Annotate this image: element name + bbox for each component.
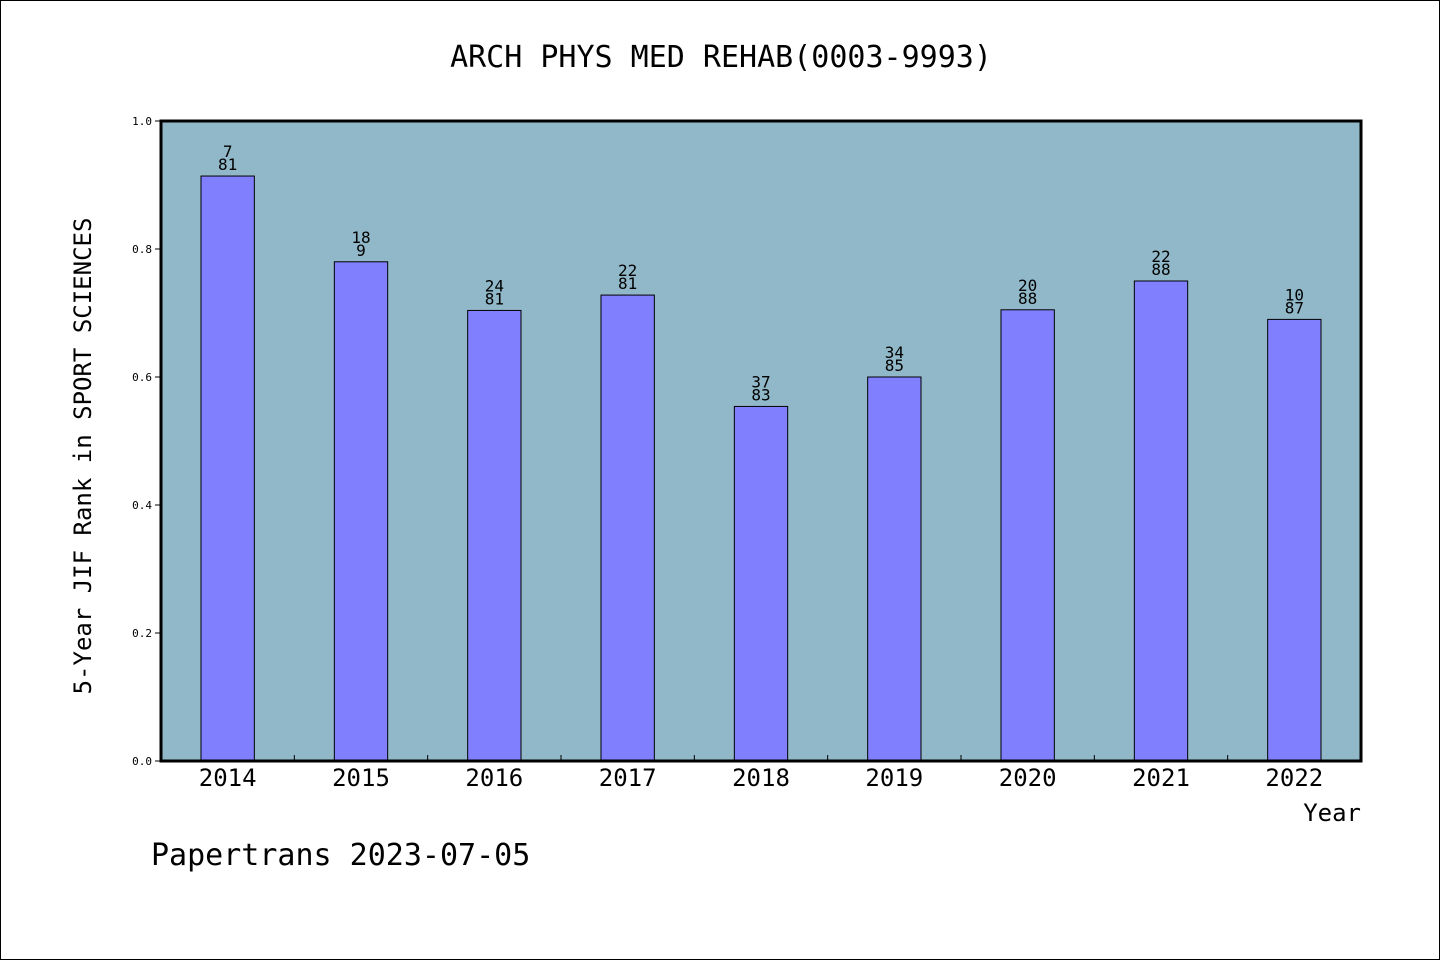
ticks-layer: 2014 2015 2016 2017 2018 2019 2020 2021 20220.00…	[132, 115, 1323, 792]
x-tick-label-2019: 2019	[865, 764, 923, 792]
data-label-rank-2014: 7	[223, 142, 233, 161]
y-tick-label: 0.8	[132, 243, 152, 256]
bar-2019	[867, 376, 922, 762]
y-tick-label: 0.2	[132, 627, 152, 640]
data-label-total-2016: 81	[485, 289, 504, 308]
data-label-rank-2017: 22	[618, 261, 637, 280]
x-tick-label-2021: 2021	[1132, 764, 1190, 792]
data-label-rank-2019: 34	[885, 343, 904, 362]
x-tick-label-2014: 2014	[199, 764, 257, 792]
x-tick-label-2022: 2022	[1265, 764, 1323, 792]
bar-2016	[467, 309, 522, 762]
data-label-rank-2015: 18	[351, 228, 370, 247]
x-axis-label: Year	[1303, 799, 1361, 827]
data-label-rank-2022: 10	[1285, 285, 1304, 304]
x-tick-label-2020: 2020	[999, 764, 1057, 792]
x-tick-label-2017: 2017	[599, 764, 657, 792]
data-label-total-2017: 81	[618, 274, 637, 293]
plot-border	[159, 119, 1363, 763]
y-axis-label: 5-Year JIF Rank in SPORT SCIENCES	[69, 218, 97, 695]
data-label-total-2014: 81	[218, 155, 237, 174]
data-label-total-2022: 87	[1285, 298, 1304, 317]
bar-2021	[1133, 280, 1189, 762]
y-tick-label: 0.4	[132, 499, 152, 512]
x-tick-label-2015: 2015	[332, 764, 390, 792]
data-label-total-2021: 88	[1151, 260, 1170, 279]
data-label-rank-2018: 37	[751, 372, 770, 391]
footer-stamp: Papertrans 2023-07-05	[151, 838, 530, 873]
data-label-total-2020: 88	[1018, 289, 1037, 308]
x-tick-label-2016: 2016	[465, 764, 523, 792]
x-tick-label-2018: 2018	[732, 764, 790, 792]
bar-2020	[1000, 309, 1055, 762]
data-label-total-2018: 83	[751, 385, 770, 404]
data-label-total-2019: 85	[885, 356, 904, 375]
bar-2017	[600, 294, 655, 762]
data-label-rank-2021: 22	[1151, 247, 1170, 266]
bar-2018	[733, 405, 789, 762]
data-label-total-2015: 9	[356, 241, 366, 260]
chart-title: ARCH PHYS MED REHAB(0003-9993)	[450, 40, 992, 75]
y-tick-label: 1.0	[132, 115, 152, 128]
bar-2015	[333, 261, 389, 762]
y-tick-label: 0.6	[132, 371, 152, 384]
y-tick-label: 0.0	[132, 755, 152, 768]
bar-2014	[200, 175, 255, 762]
bar-2022	[1267, 318, 1322, 762]
data-label-rank-2016: 24	[485, 276, 504, 295]
data-label-rank-2020: 20	[1018, 276, 1037, 295]
